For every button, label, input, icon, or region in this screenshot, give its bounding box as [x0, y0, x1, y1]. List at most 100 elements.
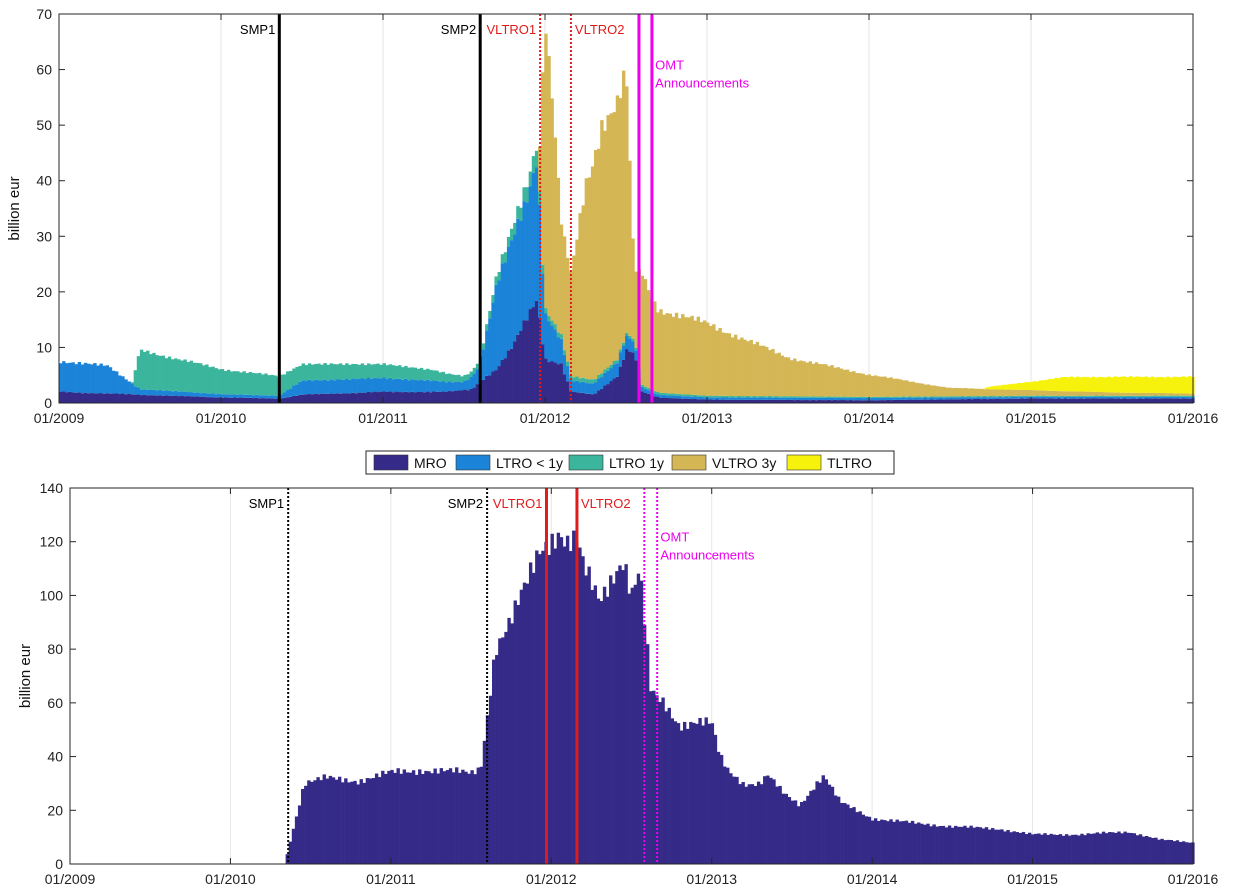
- bar-ltro-1y: [889, 397, 893, 401]
- bar-mro: [164, 395, 169, 403]
- bar-vltro-3y: [979, 388, 984, 397]
- bar-value: [1052, 834, 1056, 864]
- bar-ltro-1y: [1166, 396, 1170, 399]
- bar-mro: [298, 394, 302, 403]
- bar-ltro-1y: [1113, 397, 1117, 399]
- bar-ltro-1y: [105, 365, 110, 394]
- bar-ltro-1y: [419, 367, 424, 380]
- bar-vltro-3y: [992, 389, 996, 397]
- bar-ltro-1y: [267, 375, 271, 396]
- bar-mro: [192, 396, 197, 403]
- bar-vltro-3y: [895, 378, 900, 397]
- bar-ltro-1y: [114, 371, 119, 394]
- bar-tltro: [1035, 381, 1040, 391]
- bar-vltro-3y: [877, 376, 881, 397]
- bar-value: [455, 767, 459, 864]
- bar-vltro-3y: [786, 357, 791, 397]
- bar-mro: [376, 392, 380, 403]
- bar-vltro-3y: [802, 361, 806, 397]
- bar-vltro-3y: [976, 388, 980, 396]
- bar-value: [1043, 833, 1047, 864]
- bar-ltro-1y: [429, 381, 433, 393]
- bar-ltro-1y: [799, 396, 803, 398]
- bar-ltro-1y: [1023, 397, 1027, 399]
- bar-value: [1144, 835, 1149, 864]
- bar-ltro-1y: [1085, 395, 1089, 397]
- legend-label: MRO: [414, 455, 447, 471]
- bar-ltro-1y: [877, 397, 881, 401]
- bar-vltro-3y: [833, 367, 837, 397]
- bar-ltro-1y: [376, 378, 380, 393]
- bar-ltro-1y: [363, 365, 368, 380]
- bar-mro: [118, 394, 122, 403]
- bar-ltro-1y: [183, 359, 187, 392]
- bar-mro: [310, 394, 315, 403]
- bar-tltro: [1113, 376, 1117, 393]
- bar-vltro-3y: [684, 317, 688, 395]
- bar-ltro-1y: [1181, 396, 1186, 399]
- bar-mro: [914, 399, 918, 403]
- annotation-text: Announcements: [660, 548, 754, 563]
- bar-vltro-3y: [933, 385, 937, 397]
- legend-swatch: [786, 454, 822, 471]
- bar-ltro-1y: [1088, 395, 1092, 397]
- bar-vltro-3y: [597, 148, 601, 375]
- bar-ltro-1y: [1063, 396, 1068, 399]
- bar-value: [365, 778, 370, 864]
- bar-vltro-3y: [811, 363, 816, 397]
- bar-ltro-1y: [793, 397, 797, 401]
- bar-value: [624, 564, 628, 864]
- bar-ltro-1y: [189, 392, 194, 397]
- bar-value: [584, 575, 588, 864]
- bar-mro: [460, 390, 464, 403]
- bar-ltro-1y: [236, 371, 240, 395]
- bar-ltro-1y: [435, 380, 439, 392]
- bar-ltro-1y: [335, 364, 340, 380]
- bar-vltro-3y: [1054, 391, 1058, 396]
- bar-tltro: [1029, 382, 1033, 390]
- bar-mro: [821, 400, 825, 403]
- bar-ltro-1y: [559, 338, 564, 364]
- y-tick-label: 10: [36, 339, 52, 355]
- bar-ltro-1y: [1007, 397, 1012, 399]
- bar-ltro-1y: [814, 397, 819, 401]
- bar-mro: [895, 399, 900, 403]
- bar-ltro-1y: [1048, 396, 1052, 399]
- bar-vltro-3y: [814, 362, 819, 397]
- bar-value: [519, 589, 524, 864]
- bar-ltro-1y: [388, 364, 393, 378]
- bar-mro: [653, 396, 657, 403]
- bar-vltro-3y: [880, 376, 884, 397]
- bar-value: [790, 800, 795, 864]
- bar-ltro-1y: [873, 396, 878, 399]
- bar-ltro-1y: [323, 379, 327, 394]
- bar-value: [356, 784, 360, 864]
- bar-vltro-3y: [1017, 389, 1021, 397]
- bar-tltro: [1051, 379, 1055, 391]
- bar-vltro-3y: [852, 371, 856, 397]
- bar-vltro-3y: [1091, 391, 1096, 396]
- bar-ltro-1y: [861, 398, 865, 401]
- bar-ltro-1y: [674, 394, 679, 396]
- bar-vltro-3y: [1032, 390, 1036, 396]
- bar-vltro-3y: [541, 72, 545, 265]
- bar-value: [1009, 832, 1013, 864]
- y-axis-label: billion eur: [17, 644, 34, 708]
- bar-ltro-1y: [768, 396, 772, 398]
- bar-vltro-3y: [1035, 390, 1040, 396]
- bar-vltro-3y: [550, 98, 554, 321]
- bar-ltro-1y: [282, 374, 287, 393]
- bar-mro: [152, 395, 156, 403]
- bar-ltro-1y: [1057, 395, 1061, 397]
- bar-ltro-1y: [236, 394, 240, 398]
- bar-ltro-1y: [559, 334, 564, 339]
- bar-value: [621, 570, 625, 864]
- bar-vltro-3y: [724, 333, 729, 396]
- bar-mro: [926, 399, 931, 403]
- bar-ltro-1y: [139, 349, 144, 390]
- x-tick-label: 01/2016: [1168, 410, 1219, 426]
- bar-ltro-1y: [357, 378, 362, 393]
- bar-value: [553, 548, 557, 864]
- bar-mro: [992, 399, 996, 403]
- bar-mro: [1060, 398, 1064, 403]
